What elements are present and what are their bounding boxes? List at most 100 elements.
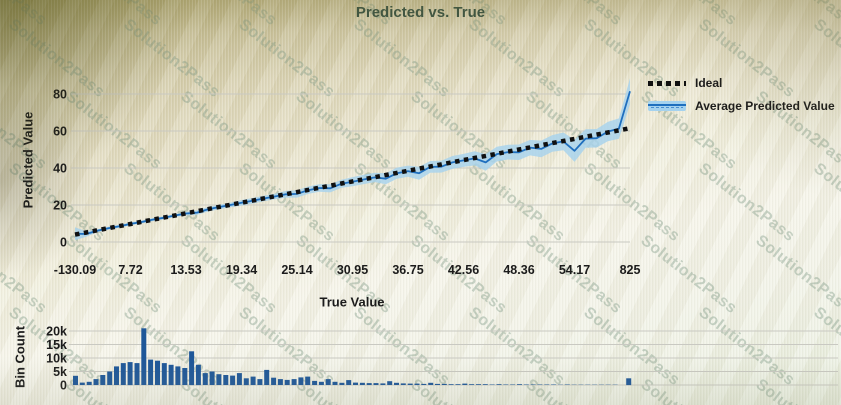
histogram-bar bbox=[325, 379, 331, 385]
ideal-dashed-line-marker bbox=[648, 80, 686, 86]
histogram-bar bbox=[353, 382, 358, 385]
y-tick-label: 60 bbox=[53, 125, 67, 139]
ideal-line-group bbox=[74, 125, 631, 237]
histogram-bar bbox=[537, 384, 543, 385]
chart-title: Predicted vs. True bbox=[355, 4, 486, 21]
histogram-bar bbox=[510, 384, 516, 385]
histogram-bar bbox=[441, 383, 447, 385]
average-predicted-line-group bbox=[74, 90, 631, 235]
histogram-bar bbox=[339, 382, 345, 385]
histogram-bar bbox=[250, 376, 256, 385]
histogram-bar bbox=[291, 379, 297, 385]
histogram-bar bbox=[366, 383, 372, 385]
x-tick-label: 7.72 bbox=[118, 263, 142, 277]
x-tick-label: 25.14 bbox=[281, 263, 312, 277]
histogram-bar bbox=[551, 384, 557, 385]
histogram-bar bbox=[312, 380, 318, 385]
main-x-tick-labels: -130.09 7.72 13.53 19.34 25.14 30.95 36.75 42.5… bbox=[54, 263, 641, 277]
y-tick-label: 80 bbox=[53, 88, 67, 102]
histogram-bar bbox=[421, 383, 427, 385]
x-tick-label: 54.17 bbox=[559, 263, 590, 277]
histogram-bar bbox=[380, 383, 386, 385]
histogram-bar bbox=[373, 383, 379, 385]
histogram-bar bbox=[462, 383, 468, 385]
histogram-bar bbox=[284, 379, 290, 385]
histogram-bar bbox=[489, 384, 495, 385]
histogram-bar bbox=[298, 377, 304, 385]
y-tick-label: 20 bbox=[53, 199, 67, 213]
histogram-bar bbox=[271, 377, 277, 385]
histogram-bar bbox=[127, 362, 133, 386]
histogram-bar bbox=[120, 363, 126, 385]
histogram-bar bbox=[161, 363, 167, 385]
main-y-tick-labels: 0 20 40 60 80 bbox=[53, 88, 67, 250]
histogram-bar bbox=[544, 384, 550, 385]
histogram-bar bbox=[209, 371, 215, 385]
legend-label-ideal: Ideal bbox=[695, 76, 723, 90]
histogram-bar bbox=[230, 375, 236, 386]
histogram-bar bbox=[400, 383, 406, 385]
y-axis-title-predicted-value: Predicted Value bbox=[20, 111, 36, 209]
histogram-bar bbox=[332, 381, 338, 385]
average-predicted-band-marker bbox=[648, 101, 686, 111]
histogram-bar bbox=[394, 382, 399, 385]
x-tick-label: 30.95 bbox=[337, 263, 368, 277]
x-tick-label: -130.09 bbox=[54, 263, 96, 277]
histogram-bar bbox=[530, 384, 536, 385]
histogram-bar bbox=[503, 384, 509, 385]
hist-y-tick-label: 5k bbox=[53, 365, 67, 379]
histogram-bars bbox=[73, 328, 632, 386]
histogram-bar bbox=[216, 374, 222, 385]
histogram-bar bbox=[236, 373, 242, 385]
histogram-bar bbox=[168, 364, 174, 386]
histogram-bar bbox=[523, 384, 529, 385]
y-axis-title-bin-count: Bin Count bbox=[12, 325, 28, 389]
histogram-bar bbox=[448, 384, 454, 385]
y-tick-label: 40 bbox=[53, 162, 67, 176]
histogram-bar bbox=[189, 351, 195, 386]
legend-label-average-predicted-value: Average Predicted Value bbox=[695, 99, 835, 113]
hist-y-tick-label: 20k bbox=[46, 325, 67, 339]
confidence-band bbox=[75, 78, 630, 241]
histogram-bar bbox=[277, 379, 283, 385]
histogram-bar bbox=[114, 366, 119, 385]
histogram-bar bbox=[195, 364, 201, 386]
histogram-bar bbox=[73, 375, 78, 385]
legend-item-average-predicted-value: Average Predicted Value bbox=[648, 99, 835, 113]
x-tick-label: 825 bbox=[620, 263, 641, 277]
histogram-bar bbox=[305, 376, 311, 385]
histogram-bar bbox=[359, 382, 365, 385]
histogram-bar bbox=[414, 383, 420, 385]
x-tick-label: 36.75 bbox=[392, 263, 423, 277]
ideal-line bbox=[74, 125, 631, 237]
histogram-bar bbox=[175, 366, 181, 385]
histogram-bar bbox=[435, 383, 440, 385]
histogram-bar bbox=[134, 363, 140, 385]
histogram-bar bbox=[257, 379, 263, 385]
y-tick-label: 0 bbox=[60, 236, 67, 250]
histogram-bar bbox=[141, 328, 147, 385]
histogram-bar bbox=[387, 381, 393, 385]
average-predicted-line bbox=[74, 90, 631, 235]
x-tick-label: 42.56 bbox=[448, 263, 479, 277]
histogram-bar bbox=[407, 383, 413, 385]
histogram-bar bbox=[496, 384, 502, 385]
confidence-band-group bbox=[75, 78, 630, 241]
hist-y-tick-label: 0 bbox=[60, 379, 67, 393]
histogram-bar bbox=[182, 368, 188, 385]
histogram-bar bbox=[155, 360, 160, 385]
histogram-bar bbox=[93, 379, 99, 385]
histogram-bar bbox=[223, 375, 229, 385]
histogram-bar bbox=[243, 378, 249, 386]
histogram-bar bbox=[482, 384, 488, 385]
legend-item-ideal: Ideal bbox=[648, 76, 835, 90]
histogram-bar bbox=[202, 373, 208, 385]
histogram-bar bbox=[626, 378, 632, 386]
x-tick-label: 19.34 bbox=[226, 263, 257, 277]
histogram-bar bbox=[455, 384, 461, 385]
histogram-bar bbox=[86, 381, 92, 385]
histogram-bar bbox=[428, 382, 434, 385]
histogram-bar bbox=[107, 371, 113, 385]
x-tick-label: 48.36 bbox=[503, 263, 534, 277]
